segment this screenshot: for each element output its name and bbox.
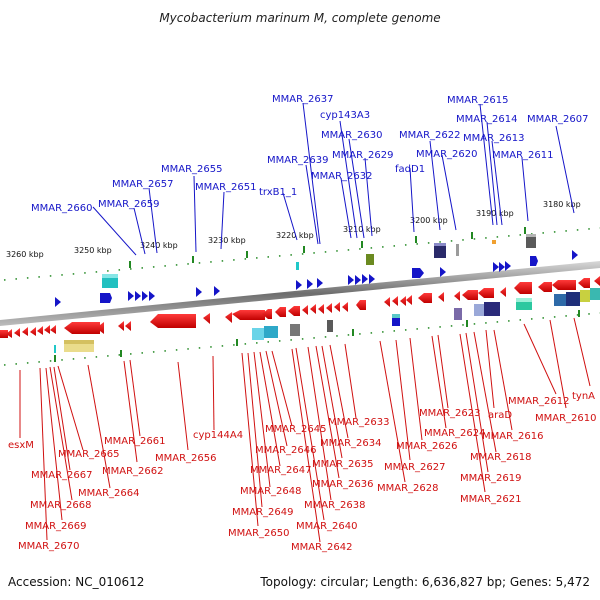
gene-label: MMAR_2657 bbox=[112, 179, 174, 190]
plus-strand-misc-features bbox=[102, 234, 536, 288]
gene-label: MMAR_2634 bbox=[320, 438, 382, 449]
upper-tick-row bbox=[3, 227, 600, 281]
gene-label: MMAR_2646 bbox=[255, 445, 317, 456]
gene-label: MMAR_2661 bbox=[104, 436, 166, 447]
gene-label: MMAR_2632 bbox=[311, 171, 373, 182]
gene-label: MMAR_2639 bbox=[267, 155, 329, 166]
gene-label: MMAR_2612 bbox=[508, 396, 570, 407]
gene-label: MMAR_2638 bbox=[304, 500, 366, 511]
gene-label: MMAR_2650 bbox=[228, 528, 290, 539]
top-gene-labels: MMAR_2660 MMAR_2659 MMAR_2657 MMAR_2655 … bbox=[31, 94, 589, 214]
gene-label: MMAR_2633 bbox=[328, 417, 390, 428]
gene-label: MMAR_2648 bbox=[240, 486, 302, 497]
gene-label: MMAR_2630 bbox=[321, 130, 383, 141]
gene-label: MMAR_2636 bbox=[312, 479, 374, 490]
gene-label: MMAR_2626 bbox=[396, 441, 458, 452]
gene-label: MMAR_2669 bbox=[25, 521, 87, 532]
gene-label: MMAR_2651 bbox=[195, 182, 257, 193]
kbp-label: 3250 kbp bbox=[74, 246, 112, 255]
gene-label: MMAR_2670 bbox=[18, 541, 80, 552]
gene-label: MMAR_2610 bbox=[535, 413, 597, 424]
kbp-scale: 3260 kbp 3250 kbp 3240 kbp 3230 kbp 3220… bbox=[6, 200, 581, 259]
kbp-label: 3220 kbp bbox=[276, 231, 314, 240]
gene-label: MMAR_2640 bbox=[296, 521, 358, 532]
genome-summary-text: Topology: circular; Length: 6,636,827 bp… bbox=[259, 575, 590, 589]
gene-label: MMAR_2655 bbox=[161, 164, 223, 175]
gene-label: araD bbox=[488, 410, 512, 421]
gene-label: MMAR_2614 bbox=[456, 114, 518, 125]
gene-label: MMAR_2660 bbox=[31, 203, 93, 214]
plus-strand-features bbox=[55, 250, 578, 307]
gene-label: MMAR_2656 bbox=[155, 453, 217, 464]
gene-label: esxM bbox=[8, 440, 34, 451]
gene-label: MMAR_2665 bbox=[58, 449, 120, 460]
gene-label: MMAR_2622 bbox=[399, 130, 461, 141]
gene-label: MMAR_2618 bbox=[470, 452, 532, 463]
gene-label: fadD1 bbox=[395, 164, 425, 175]
genome-backbone bbox=[0, 261, 600, 326]
bottom-gene-labels: esxM MMAR_2670 MMAR_2669 MMAR_2668 MMAR_… bbox=[8, 391, 597, 553]
gene-label: MMAR_2624 bbox=[424, 428, 486, 439]
gene-label: MMAR_2615 bbox=[447, 95, 509, 106]
gene-label: MMAR_2620 bbox=[416, 149, 478, 160]
minus-strand-misc-features bbox=[54, 288, 600, 353]
gene-label: MMAR_2619 bbox=[460, 473, 522, 484]
gene-label: MMAR_2627 bbox=[384, 462, 446, 473]
kbp-label: 3260 kbp bbox=[6, 250, 44, 259]
gene-label: MMAR_2613 bbox=[463, 133, 525, 144]
gene-label: MMAR_2647 bbox=[250, 465, 312, 476]
gene-label: MMAR_2642 bbox=[291, 542, 353, 553]
lower-tick-row bbox=[3, 310, 600, 366]
kbp-label: 3180 kbp bbox=[543, 200, 581, 209]
map-title: Mycobacterium marinum M, complete genome bbox=[159, 11, 440, 25]
gene-label: MMAR_2628 bbox=[377, 483, 439, 494]
gene-label: MMAR_2667 bbox=[31, 470, 93, 481]
gene-label: MMAR_2649 bbox=[232, 507, 294, 518]
kbp-label: 3210 kbp bbox=[343, 225, 381, 234]
gene-label: cyp143A3 bbox=[320, 110, 370, 121]
gene-label: MMAR_2662 bbox=[102, 466, 164, 477]
gene-label: MMAR_2616 bbox=[482, 431, 544, 442]
gene-label: MMAR_2623 bbox=[419, 408, 481, 419]
gene-label: MMAR_2659 bbox=[98, 199, 160, 210]
gene-label: MMAR_2621 bbox=[460, 494, 522, 505]
minus-strand-features bbox=[0, 276, 600, 338]
gene-label: cyp144A4 bbox=[193, 430, 243, 441]
top-leader-lines bbox=[92, 102, 575, 256]
gene-label: trxB1_1 bbox=[259, 187, 297, 198]
kbp-label: 3200 kbp bbox=[410, 216, 448, 225]
gene-label: MMAR_2645 bbox=[265, 424, 327, 435]
kbp-label: 3240 kbp bbox=[140, 241, 178, 250]
gene-label: MMAR_2664 bbox=[78, 488, 140, 499]
gene-label: MMAR_2611 bbox=[492, 150, 554, 161]
gene-label: MMAR_2607 bbox=[527, 114, 589, 125]
accession-text: Accession: NC_010612 bbox=[8, 575, 144, 589]
gene-label: tynA bbox=[572, 391, 595, 402]
gene-label: MMAR_2668 bbox=[30, 500, 92, 511]
gene-label: MMAR_2629 bbox=[332, 150, 394, 161]
gene-label: MMAR_2637 bbox=[272, 94, 334, 105]
kbp-label: 3230 kbp bbox=[208, 236, 246, 245]
kbp-label: 3190 kbp bbox=[476, 209, 514, 218]
bottom-leader-lines bbox=[19, 317, 591, 543]
gene-label: MMAR_2635 bbox=[312, 459, 374, 470]
